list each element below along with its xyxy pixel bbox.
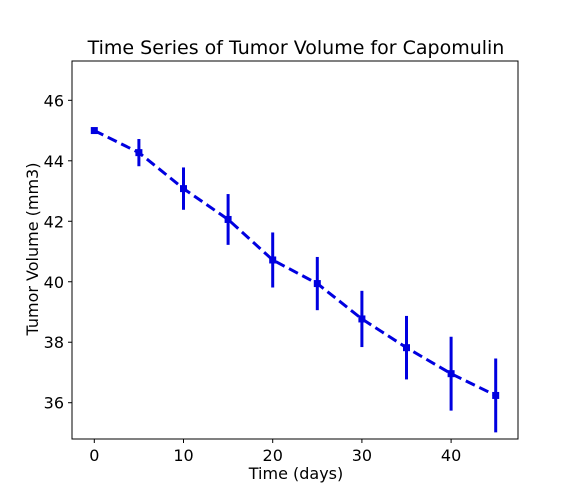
x-tick-label: 40 xyxy=(441,446,461,465)
data-point xyxy=(90,127,98,135)
x-tick-label: 0 xyxy=(89,446,99,465)
series-layer xyxy=(90,127,500,433)
y-axis: 36 38 40 42 44 46 xyxy=(44,91,72,413)
data-point xyxy=(492,391,500,399)
x-tick-label: 30 xyxy=(352,446,372,465)
y-tick-label: 36 xyxy=(44,394,64,413)
y-tick-label: 40 xyxy=(44,273,64,292)
y-tick-label: 46 xyxy=(44,91,64,110)
x-axis-label: Time (days) xyxy=(248,464,344,483)
x-tick-label: 20 xyxy=(263,446,283,465)
data-point xyxy=(224,215,232,223)
data-point xyxy=(313,280,321,288)
data-point xyxy=(135,149,143,157)
data-point xyxy=(447,370,455,378)
y-axis-label: Tumor Volume (mm3) xyxy=(23,163,42,337)
data-point xyxy=(358,315,366,323)
chart-title: Time Series of Tumor Volume for Capomuli… xyxy=(87,37,505,59)
y-tick-label: 44 xyxy=(44,152,64,171)
x-axis: 0 10 20 30 40 xyxy=(89,439,461,465)
data-point xyxy=(180,185,187,193)
series-line xyxy=(93,129,497,397)
data-point xyxy=(403,344,410,352)
y-tick-label: 42 xyxy=(44,212,64,231)
x-tick-label: 10 xyxy=(173,446,193,465)
y-tick-label: 38 xyxy=(44,333,64,352)
data-point xyxy=(269,256,277,264)
plot-frame xyxy=(71,60,519,440)
